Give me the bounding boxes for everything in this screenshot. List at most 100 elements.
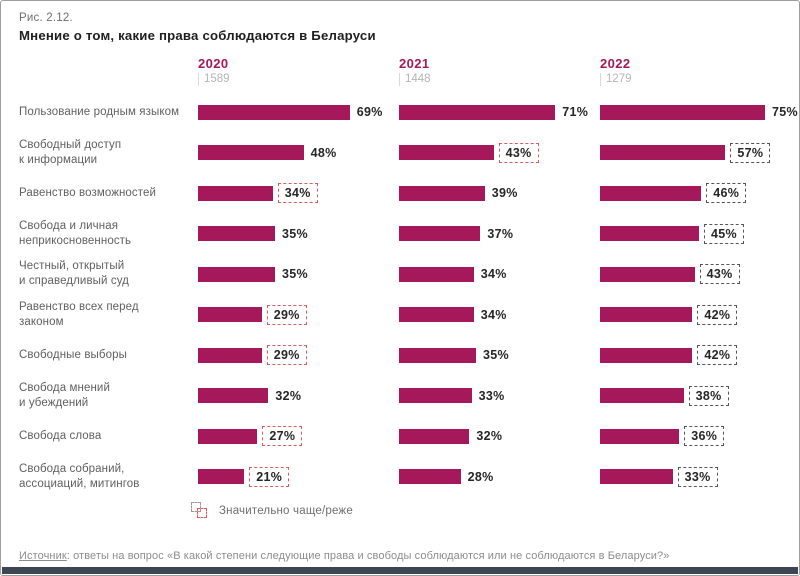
value-label: 34% <box>480 307 507 322</box>
chart-row: Равенство всех перед законом 29% 34% 42% <box>19 295 783 336</box>
chart-row: Свобода мнений и убеждений 32% 33% 38% <box>19 376 783 417</box>
bar-cell-2020: 34% <box>198 173 399 214</box>
column-header-2022: 2022 1279 <box>600 56 783 92</box>
value-label: 21% <box>249 466 290 487</box>
year-label: 2022 <box>600 56 631 71</box>
value-label: 42% <box>697 345 738 366</box>
value-label: 29% <box>266 345 307 366</box>
bar <box>399 185 485 201</box>
category-label: Свободный доступ к информации <box>19 138 122 166</box>
category-label: Свобода собраний, ассоциаций, митингов <box>19 462 140 490</box>
bar <box>600 266 695 282</box>
bar <box>600 185 702 201</box>
category-label: Пользование родным языком <box>19 105 180 118</box>
bar <box>600 226 699 242</box>
bar-cell-2020: 35% <box>198 254 399 295</box>
category-label: Равенство всех перед законом <box>19 300 139 328</box>
value-label: 42% <box>697 304 738 325</box>
bar <box>399 104 556 120</box>
bar <box>600 428 680 444</box>
bar <box>198 145 304 161</box>
bar <box>600 145 726 161</box>
value-label: 69% <box>356 105 383 120</box>
value-label: 33% <box>478 388 505 403</box>
legend: Значительно чаще/реже <box>191 502 353 520</box>
dashed-box-icon <box>191 502 209 520</box>
bar <box>399 388 472 404</box>
value-label: 46% <box>706 183 747 204</box>
value-label: 57% <box>730 142 771 163</box>
bar-cell-2020: 29% <box>198 295 399 336</box>
bar <box>399 307 474 323</box>
bar-cell-2022: 33% <box>600 457 783 498</box>
bar-cell-2021: 37% <box>399 214 600 255</box>
bar-cell-2022: 46% <box>600 173 783 214</box>
bar <box>198 428 258 444</box>
bar-cell-2022: 42% <box>600 295 783 336</box>
chart-row: Свобода и личная неприкосновенность 35% 37%… <box>19 214 783 255</box>
year-label: 2021 <box>399 56 430 71</box>
bar-cell-2021: 39% <box>399 173 600 214</box>
value-label: 27% <box>262 426 303 447</box>
category-label: Свобода и личная неприкосновенность <box>19 219 132 247</box>
page-title: Мнение о том, какие права соблюдаются в … <box>19 28 376 43</box>
column-headers: 2020 1589 2021 1448 2022 1279 <box>19 56 783 92</box>
bar-cell-2022: 57% <box>600 133 783 174</box>
bar-cell-2021: 32% <box>399 416 600 457</box>
chart-row: Свободные выборы 29% 35% 42% <box>19 335 783 376</box>
value-label: 38% <box>688 385 729 406</box>
bar-cell-2022: 36% <box>600 416 783 457</box>
sample-size: 1448 <box>399 73 600 86</box>
bar-cell-2020: 21% <box>198 457 399 498</box>
bar <box>399 469 461 485</box>
value-label: 37% <box>487 226 514 241</box>
bar-cell-2020: 48% <box>198 133 399 174</box>
bar-cell-2021: 71% <box>399 92 600 133</box>
chart-row: Равенство возможностей 34% 39% 46% <box>19 173 783 214</box>
value-label: 34% <box>277 183 318 204</box>
bar <box>198 347 262 363</box>
chart-row: Честный, открытый и справедливый суд 35% 34… <box>19 254 783 295</box>
value-label: 39% <box>491 186 518 201</box>
title-block: Рис. 2.12. Мнение о том, какие права соб… <box>19 12 376 43</box>
chart-row: Свобода слова 27% 32% 36% <box>19 416 783 457</box>
bar-cell-2021: 28% <box>399 457 600 498</box>
bar <box>600 469 673 485</box>
source-label: Источник <box>19 550 67 562</box>
bar <box>198 104 350 120</box>
bar <box>399 226 481 242</box>
bar-cell-2022: 75% <box>600 92 798 133</box>
bar <box>600 104 765 120</box>
bar <box>600 388 684 404</box>
category-label: Честный, открытый и справедливый суд <box>19 260 129 288</box>
sample-size: 1279 <box>600 73 783 86</box>
value-label: 32% <box>476 429 503 444</box>
category-label: Свободные выборы <box>19 348 127 361</box>
value-label: 71% <box>562 105 589 120</box>
bar-cell-2020: 32% <box>198 376 399 417</box>
value-label: 28% <box>467 469 494 484</box>
bar-cell-2020: 69% <box>198 92 399 133</box>
bar <box>198 226 275 242</box>
chart-row: Свободный доступ к информации 48% 43% 57% <box>19 133 783 174</box>
source-text: : ответы на вопрос «В какой степени след… <box>66 550 670 562</box>
value-label: 36% <box>684 426 725 447</box>
value-label: 43% <box>498 142 539 163</box>
bar <box>399 347 476 363</box>
source-note: Источник: ответы на вопрос «В какой степ… <box>19 550 670 562</box>
bar-cell-2020: 27% <box>198 416 399 457</box>
sample-size: 1589 <box>198 73 399 86</box>
year-label: 2020 <box>198 56 229 71</box>
bar-cell-2021: 34% <box>399 254 600 295</box>
bar <box>600 347 693 363</box>
bar <box>600 307 693 323</box>
legend-label: Значительно чаще/реже <box>219 505 353 517</box>
bar <box>198 185 273 201</box>
column-header-2020: 2020 1589 <box>198 56 399 92</box>
bar <box>399 145 494 161</box>
bar-cell-2022: 43% <box>600 254 783 295</box>
bar <box>198 307 262 323</box>
value-label: 32% <box>275 388 302 403</box>
bar <box>198 388 269 404</box>
